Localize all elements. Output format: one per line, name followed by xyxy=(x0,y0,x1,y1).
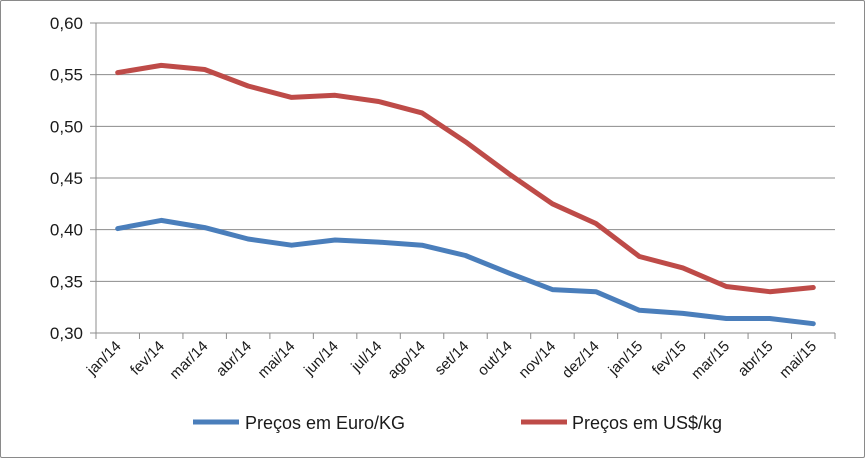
x-tick-label: ago/14 xyxy=(384,338,428,382)
y-tick-label: 0,45 xyxy=(50,169,83,188)
y-tick-label: 0,55 xyxy=(50,66,83,85)
x-tick-label: jan/14 xyxy=(83,338,125,380)
y-tick-label: 0,40 xyxy=(50,221,83,240)
data-series xyxy=(115,62,816,327)
x-tick-label: nov/14 xyxy=(515,338,559,382)
x-tick-label: mar/15 xyxy=(688,338,733,383)
x-tick-label: abr/15 xyxy=(735,338,777,380)
x-tick-label: jul/14 xyxy=(347,338,385,376)
x-tick-label: out/14 xyxy=(474,338,516,380)
y-tick-label: 0,60 xyxy=(50,14,83,33)
series-line-1 xyxy=(115,217,816,327)
x-tick-label: fev/14 xyxy=(127,338,168,379)
legend-label-2: Preços em US$/kg xyxy=(572,413,722,433)
gridlines xyxy=(96,22,835,282)
x-tick-label: abr/14 xyxy=(213,338,255,380)
x-tick-label: set/14 xyxy=(431,338,472,379)
legend-label-1: Preços em Euro/KG xyxy=(245,413,405,433)
y-tick-label: 0,35 xyxy=(50,272,83,291)
x-tick-label: jun/14 xyxy=(300,338,342,380)
series-line-2 xyxy=(115,62,816,295)
legend: Preços em Euro/KG Preços em US$/kg xyxy=(193,413,722,433)
y-tick-label: 0,30 xyxy=(50,324,83,343)
x-tick-label: mai/15 xyxy=(776,338,820,382)
x-tick-label: jan/15 xyxy=(605,338,647,380)
y-axis-tick-labels: 0,30 0,35 0,40 0,45 0,50 0,55 0,60 xyxy=(50,14,83,343)
x-tick-label: mar/14 xyxy=(166,338,211,383)
x-tick-label: dez/14 xyxy=(559,338,603,382)
x-tick-label: mai/14 xyxy=(255,338,299,382)
y-tick-label: 0,50 xyxy=(50,117,83,136)
x-tick-label: fev/15 xyxy=(649,338,690,379)
axes xyxy=(90,22,836,339)
